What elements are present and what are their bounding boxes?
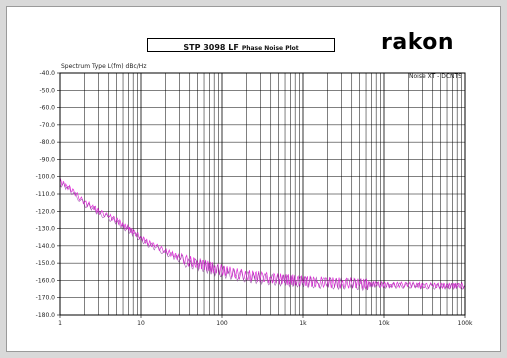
y-tick-label: -60.0 (39, 105, 55, 112)
axis-labels: -40.0 -50.0 -60.0 -70.0 -80.0 -90.0 -100.0 -110… (36, 70, 473, 327)
y-tick-label: -50.0 (39, 87, 55, 94)
x-tick-label: 1 (58, 320, 62, 327)
traces (59, 178, 466, 292)
y-tick-label: -80.0 (39, 139, 55, 146)
y-tick-label: -160.0 (36, 277, 56, 284)
measurement-label: Noise XT - DCNTS (409, 73, 462, 80)
x-tick-label: 100 (216, 320, 228, 327)
spectrum-type-label: Spectrum Type L(fm) dBc/Hz (61, 63, 147, 70)
y-tick-label: -170.0 (36, 295, 56, 302)
y-tick-label: -110.0 (36, 191, 56, 198)
plot-border (59, 72, 466, 316)
y-tick-label: -130.0 (36, 226, 56, 233)
x-tick-label: 100k (458, 320, 473, 327)
chart-title: STP 3098 LF (183, 43, 239, 52)
y-tick-label: -40.0 (39, 70, 55, 77)
y-tick-label: -150.0 (36, 260, 56, 267)
plot-frame (6, 6, 501, 352)
x-tick-label: 1k (299, 320, 307, 327)
chart-title-box: STP 3098 LF Phase Noise Plot (147, 38, 335, 52)
rakon-logo: rakon (381, 30, 455, 55)
chart-subtitle: Phase Noise Plot (241, 45, 299, 52)
x-tick-label: 10 (137, 320, 145, 327)
y-tick-label: -140.0 (36, 243, 56, 250)
phase-noise-trace (59, 182, 466, 292)
y-tick-label: -90.0 (39, 156, 55, 163)
y-tick-label: -100.0 (36, 174, 56, 181)
phase-noise-trace (59, 178, 466, 290)
y-tick-label: -180.0 (36, 312, 56, 319)
y-tick-label: -120.0 (36, 208, 56, 215)
x-tick-label: 10k (378, 320, 390, 327)
y-tick-label: -70.0 (39, 122, 55, 129)
